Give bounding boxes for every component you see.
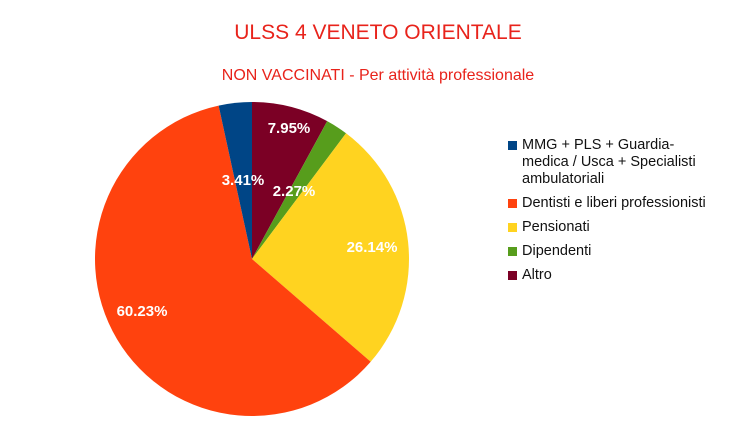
legend-label-0-0: MMG + PLS + Guardia- (522, 137, 675, 153)
legend-label-0-1: medica / Usca + Specialisti (522, 154, 696, 170)
legend-label-0-2: ambulatoriali (522, 171, 605, 187)
chart-subtitle: NON VACCINATI - Per attività professiona… (221, 67, 535, 84)
legend-item-1: Dentisti e liberi professionisti (508, 195, 748, 212)
pie-slice-4 (218, 102, 252, 259)
legend-label-4-0: Altro (522, 267, 552, 283)
slice-label-1: 2.27% (273, 183, 316, 200)
legend-item-4: Altro (508, 267, 748, 284)
legend-item-2: Pensionati (508, 219, 748, 236)
legend-swatch-1 (508, 199, 517, 208)
pie-slice-2 (252, 133, 409, 362)
slice-label-2: 26.14% (347, 239, 398, 256)
pie-slice-0 (252, 102, 328, 259)
pie-slice-1 (252, 121, 347, 259)
legend-swatch-0 (508, 141, 517, 150)
legend-label-2-0: Pensionati (522, 219, 590, 235)
chart-legend: MMG + PLS + Guardia-medica / Usca + Spec… (508, 137, 748, 291)
legend-item-0: MMG + PLS + Guardia-medica / Usca + Spec… (508, 137, 748, 188)
slice-label-0: 7.95% (268, 120, 311, 137)
legend-label-1-0: Dentisti e liberi professionisti (522, 195, 706, 211)
legend-swatch-4 (508, 271, 517, 280)
legend-item-3: Dipendenti (508, 243, 748, 260)
chart-title: ULSS 4 VENETO ORIENTALE (234, 21, 522, 44)
legend-swatch-3 (508, 247, 517, 256)
legend-label-3-0: Dipendenti (522, 243, 592, 259)
legend-swatch-2 (508, 223, 517, 232)
slice-label-4: 3.41% (222, 172, 265, 189)
slice-label-3: 60.23% (117, 303, 168, 320)
pie-slice-3 (94, 105, 371, 417)
